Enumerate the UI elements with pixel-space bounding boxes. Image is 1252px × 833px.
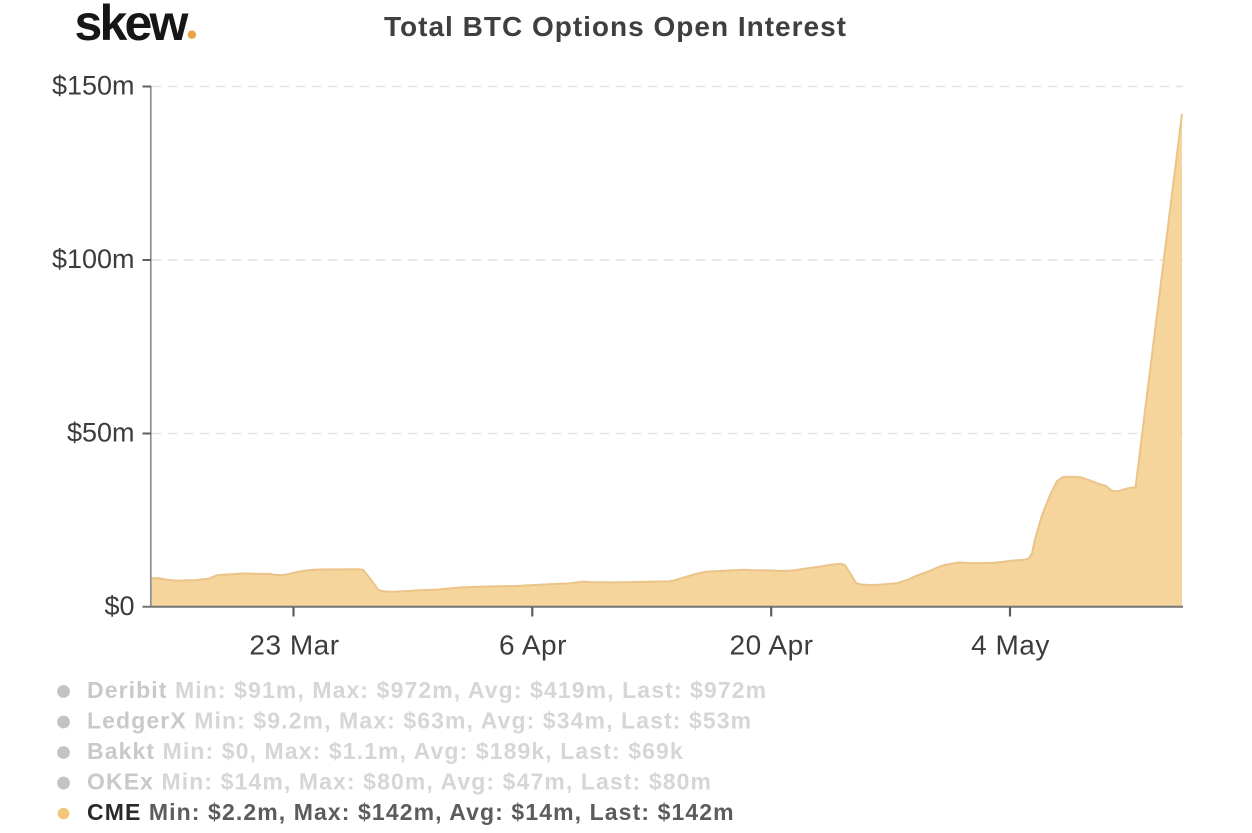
svg-text:$50m: $50m [67, 418, 135, 448]
svg-text:skew: skew [75, 0, 189, 51]
svg-text:23 Mar: 23 Mar [249, 630, 339, 661]
svg-text:CME Min: $2.2m, Max: $142m, Av: CME Min: $2.2m, Max: $142m, Avg: $14m, L… [87, 799, 735, 825]
svg-text:4 May: 4 May [971, 630, 1050, 661]
svg-text:LedgerX Min: $9.2m, Max: $63m,: LedgerX Min: $9.2m, Max: $63m, Avg: $34m… [87, 708, 752, 734]
svg-text:Deribit Min: $91m, Max: $972m,: Deribit Min: $91m, Max: $972m, Avg: $419… [87, 677, 767, 703]
svg-text:$100m: $100m [52, 244, 135, 274]
svg-text:Total BTC Options Open Interes: Total BTC Options Open Interest [384, 11, 847, 42]
svg-text:$150m: $150m [52, 71, 135, 101]
svg-text:$0: $0 [104, 591, 134, 621]
svg-text:20 Apr: 20 Apr [730, 630, 814, 661]
svg-text:OKEx Min: $14m, Max: $80m, Avg: OKEx Min: $14m, Max: $80m, Avg: $47m, La… [87, 769, 712, 795]
svg-text:6 Apr: 6 Apr [499, 630, 567, 661]
svg-text:Bakkt Min: $0, Max: $1.1m, Avg: Bakkt Min: $0, Max: $1.1m, Avg: $189k, L… [87, 738, 684, 764]
